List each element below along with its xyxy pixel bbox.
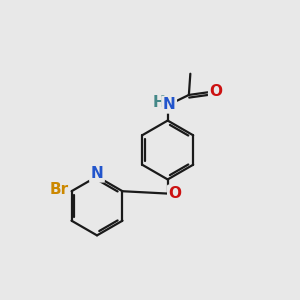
Text: Br: Br xyxy=(50,182,69,197)
Text: N: N xyxy=(91,166,103,181)
Text: H: H xyxy=(153,95,166,110)
Text: O: O xyxy=(209,84,223,99)
Text: Br: Br xyxy=(50,182,69,197)
Text: N: N xyxy=(163,97,175,112)
Text: N: N xyxy=(91,166,103,181)
Text: O: O xyxy=(209,84,223,99)
Text: H: H xyxy=(154,96,165,110)
Text: O: O xyxy=(169,186,182,201)
Text: N: N xyxy=(163,97,175,112)
Text: O: O xyxy=(169,186,182,201)
